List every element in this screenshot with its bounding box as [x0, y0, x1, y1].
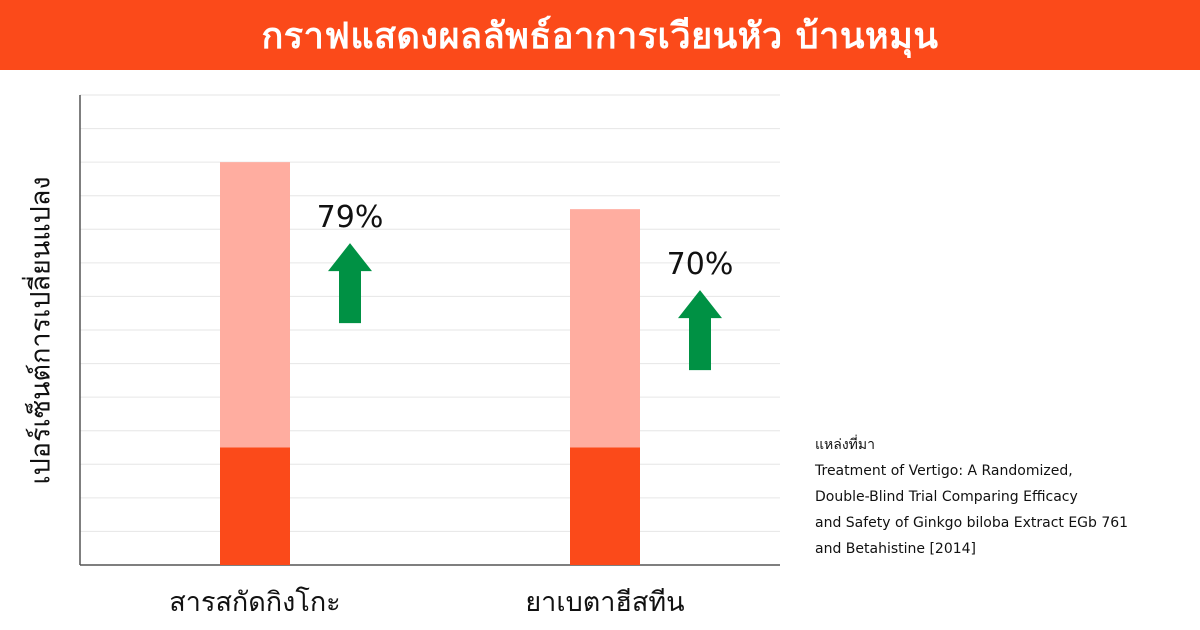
source-note: แหล่งที่มา Treatment of Vertigo: A Rando… [815, 432, 1195, 562]
source-heading: แหล่งที่มา [815, 437, 875, 453]
up-arrow-icon [678, 290, 722, 371]
chart-title: กราฟแสดงผลลัพธ์อาการเวียนหัว บ้านหมุน [261, 15, 939, 57]
source-line: and Safety of Ginkgo biloba Extract EGb … [815, 515, 1129, 531]
data-label: 79% [317, 200, 384, 235]
bar-baseline [570, 447, 640, 565]
data-label: 70% [667, 247, 734, 282]
x-tick-label: สารสกัดกิงโกะ [169, 587, 340, 618]
up-arrow-icon [328, 243, 372, 324]
x-tick-label: ยาเบตาฮีสทีน [525, 587, 684, 618]
source-line: and Betahistine [2014] [815, 541, 976, 557]
header-banner: กราฟแสดงผลลัพธ์อาการเวียนหัว บ้านหมุน [0, 0, 1200, 70]
source-line: Treatment of Vertigo: A Randomized, [815, 463, 1073, 479]
bar-baseline [220, 447, 290, 565]
source-line: Double-Blind Trial Comparing Efficacy [815, 489, 1078, 505]
